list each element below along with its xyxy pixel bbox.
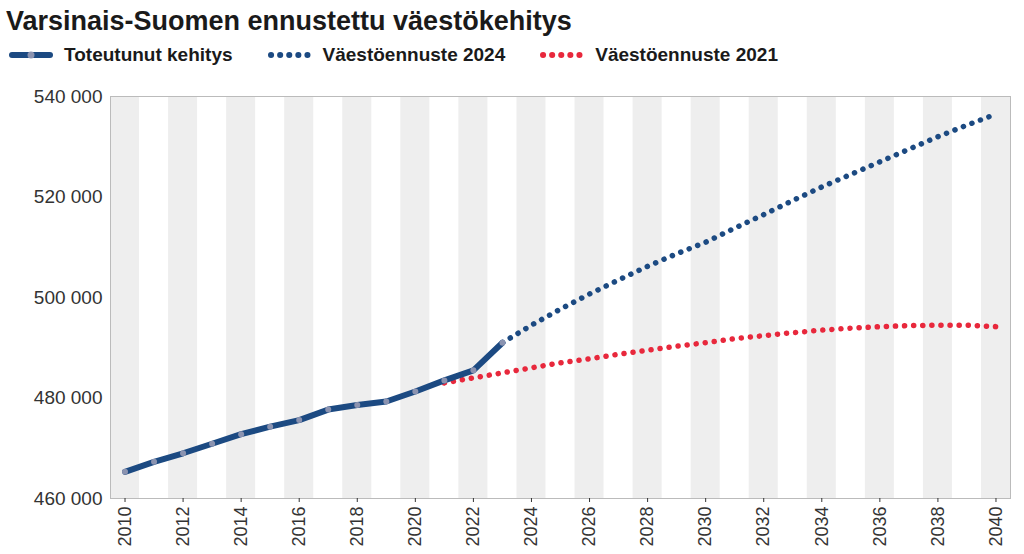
svg-text:2026: 2026 <box>579 507 599 547</box>
html-text:Väestöennuste 2021: Väestöennuste 2021 <box>595 44 778 65</box>
svg-text:2016: 2016 <box>289 507 309 547</box>
svg-text:2034: 2034 <box>812 507 832 547</box>
svg-text:2014: 2014 <box>231 507 251 547</box>
svg-text:2024: 2024 <box>521 507 541 547</box>
svg-text:2040: 2040 <box>986 507 1006 547</box>
html-text:Väestöennuste 2024: Väestöennuste 2024 <box>322 44 506 65</box>
svg-text:480 000: 480 000 <box>34 387 103 408</box>
svg-text:2010: 2010 <box>115 507 135 547</box>
svg-text:460 000: 460 000 <box>34 488 103 509</box>
svg-text:2012: 2012 <box>173 507 193 547</box>
svg-text:2020: 2020 <box>405 507 425 547</box>
svg-text:2036: 2036 <box>870 507 890 547</box>
svg-text:2028: 2028 <box>637 507 657 547</box>
svg-text:500 000: 500 000 <box>34 287 103 308</box>
svg-text:520 000: 520 000 <box>34 186 103 207</box>
html-text:Varsinais-Suomen ennustettu vä: Varsinais-Suomen ennustettu väestökehity… <box>6 6 572 36</box>
svg-text:2022: 2022 <box>463 507 483 547</box>
svg-text:540 000: 540 000 <box>34 86 103 107</box>
svg-text:2038: 2038 <box>928 507 948 547</box>
svg-text:2018: 2018 <box>347 507 367 547</box>
html-text:Toteutunut kehitys: Toteutunut kehitys <box>64 44 233 65</box>
svg-text:2030: 2030 <box>695 507 715 547</box>
svg-text:2032: 2032 <box>753 507 773 547</box>
